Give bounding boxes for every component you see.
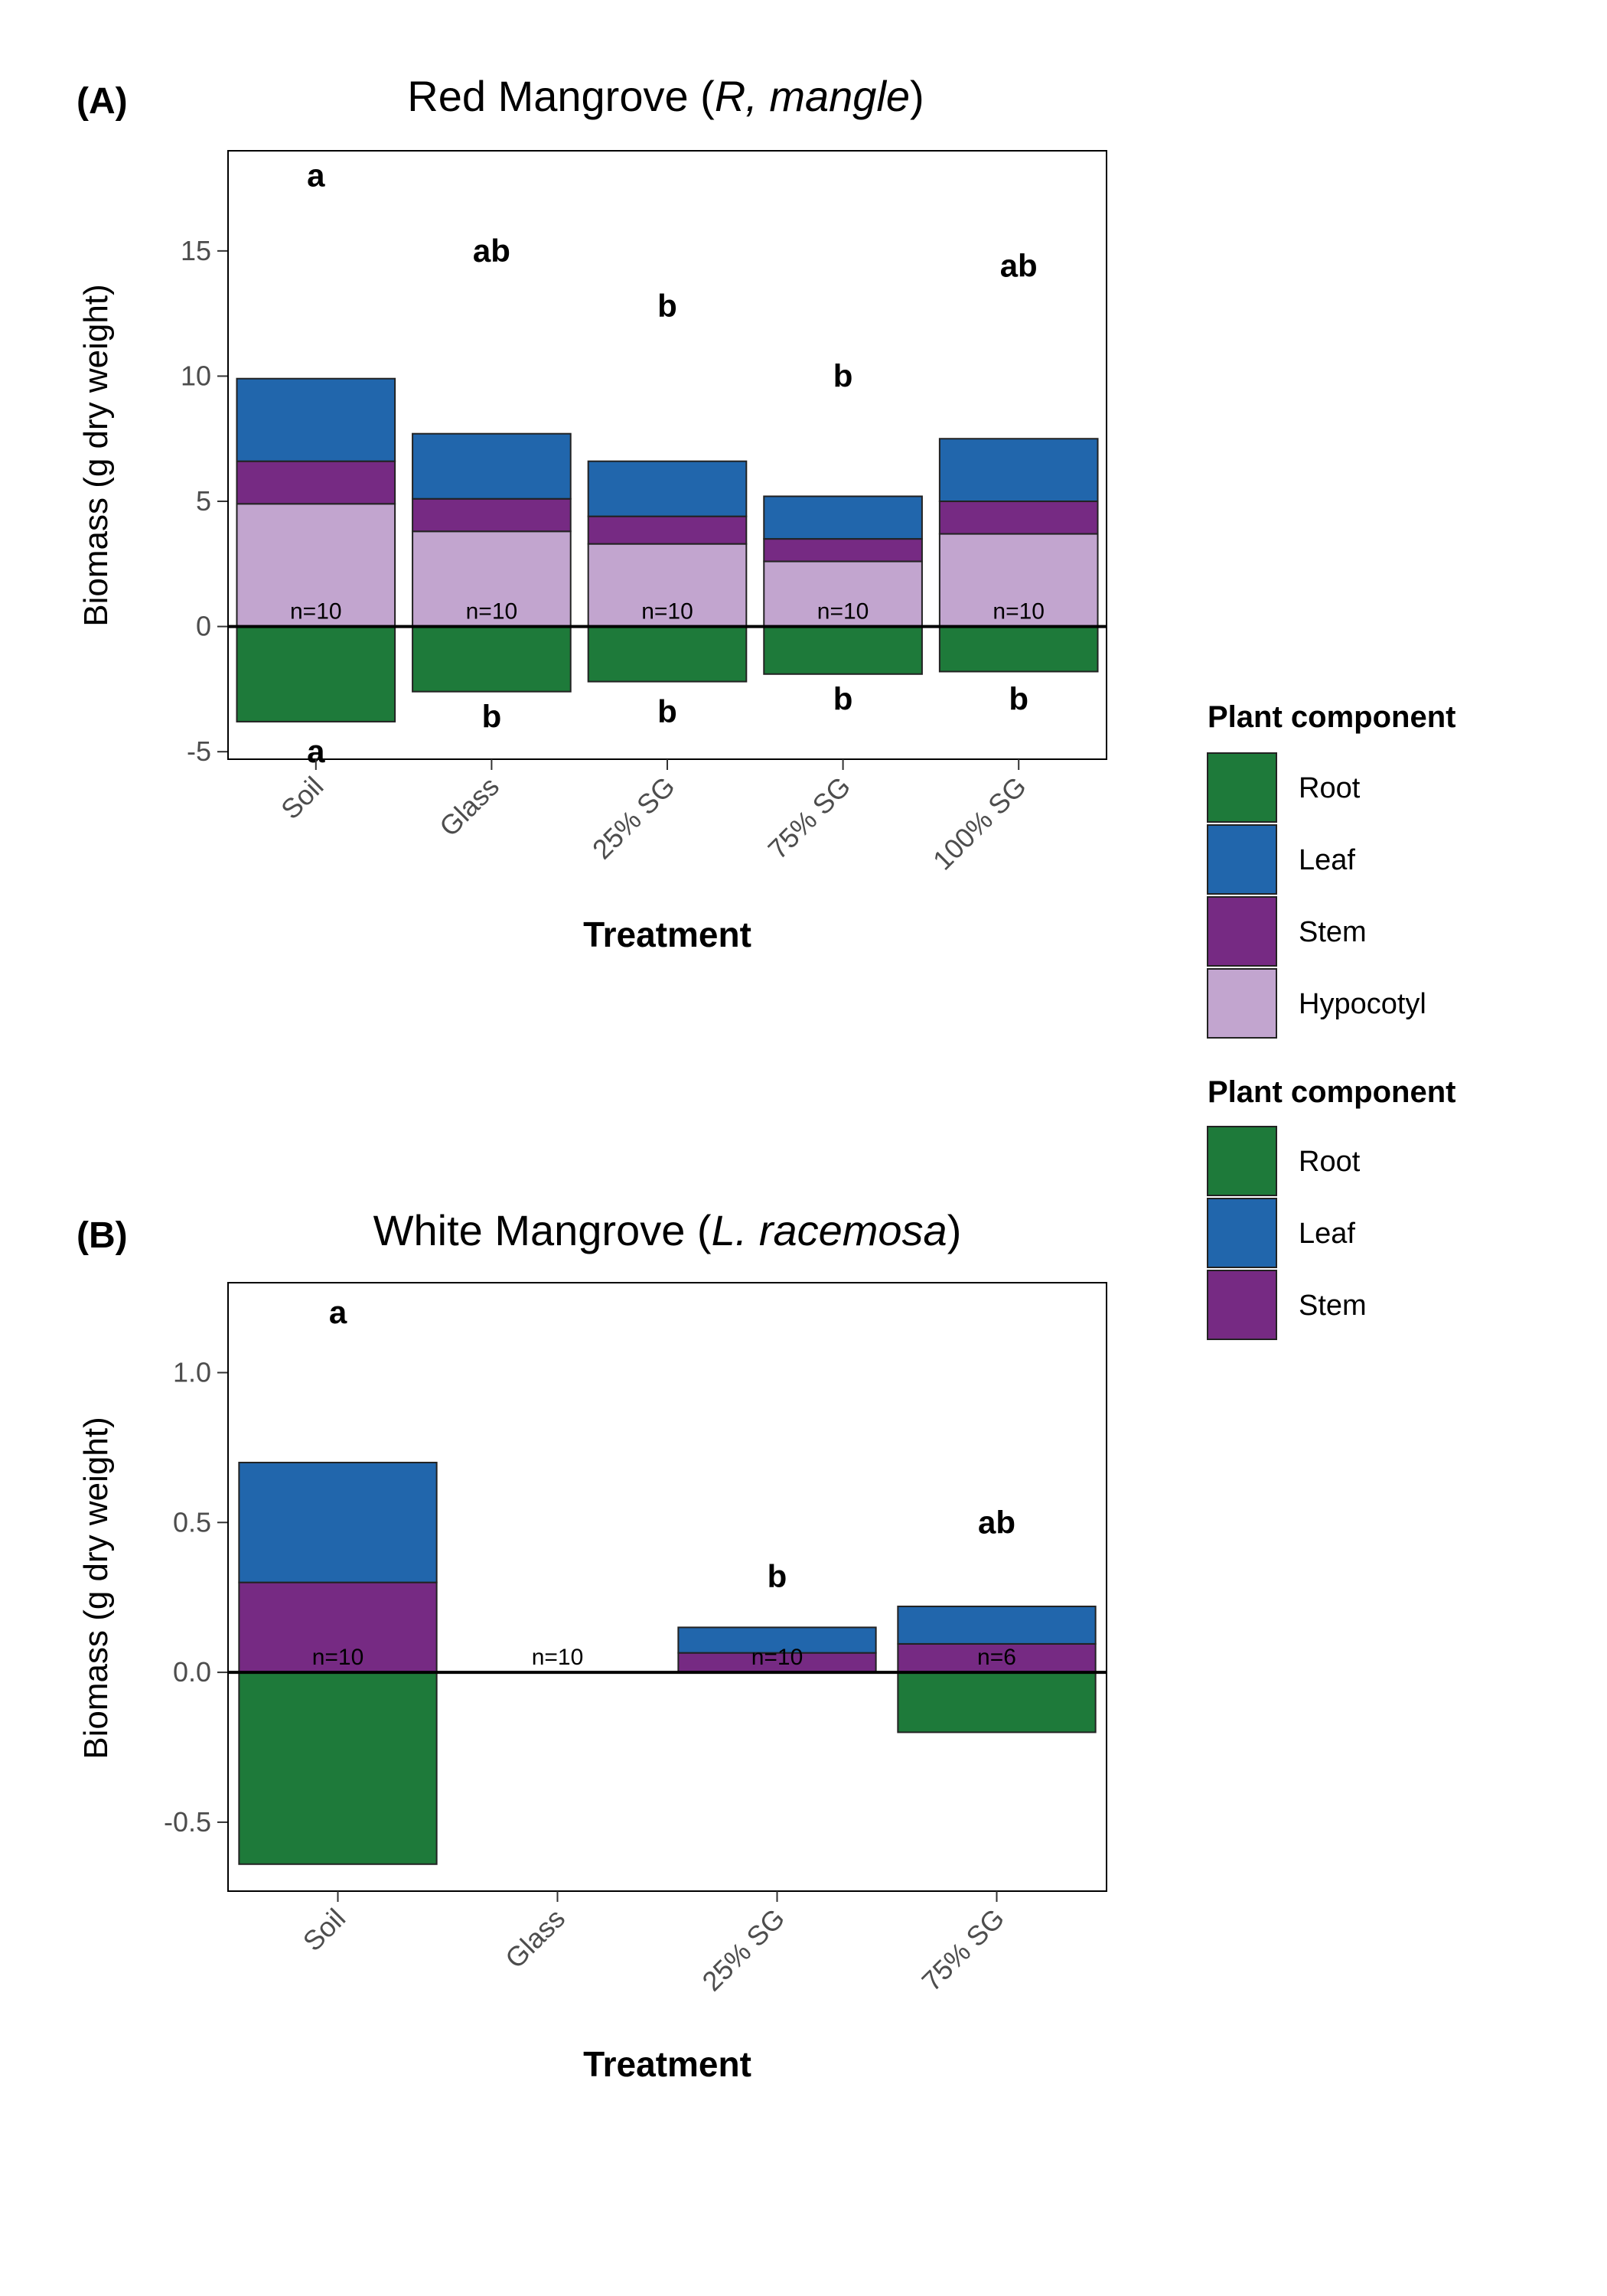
panel-b-bar-leaf bbox=[897, 1605, 1097, 1645]
panel-b-y-tick-label: -0.5 bbox=[164, 1806, 211, 1838]
panel-b-n-label: n=10 bbox=[532, 1645, 584, 1670]
panel-a-n-label: n=10 bbox=[993, 599, 1045, 625]
panel-a-label: (A) bbox=[77, 81, 128, 122]
panel-a-bar-hypocotyl bbox=[236, 503, 396, 628]
legend-a-item-root: Root bbox=[1299, 772, 1361, 804]
panel-a-sig-letter: b bbox=[657, 288, 677, 324]
panel-a-title: Red Mangrove (R, mangle) bbox=[407, 72, 924, 120]
legend-panel-a: Plant component Root Leaf Stem Hypocotyl bbox=[1207, 700, 1455, 1039]
panel-b-y-tick-label: 0.0 bbox=[173, 1656, 211, 1688]
panel-b-n-label: n=10 bbox=[751, 1645, 804, 1670]
panel-b: (B) White Mangrove (L. racemosa) Biomass… bbox=[77, 1206, 1107, 2084]
panel-a-y-tick-label: -5 bbox=[187, 735, 211, 767]
legend-a-swatch-leaf bbox=[1207, 824, 1277, 895]
panel-b-label: (B) bbox=[77, 1215, 128, 1256]
legend-a-swatch-stem bbox=[1207, 896, 1277, 967]
panel-a-n-label: n=10 bbox=[817, 599, 869, 625]
panel-a-y-axis-label: Biomass (g dry weight) bbox=[77, 284, 115, 626]
panel-a-y-tick-label: 15 bbox=[181, 235, 211, 266]
panel-a-x-tick-label: 25% SG bbox=[586, 771, 681, 866]
panel-b-bar-leaf bbox=[238, 1461, 438, 1583]
panel-a-sig-letter: b bbox=[833, 357, 853, 393]
legend-a-item-leaf: Leaf bbox=[1299, 844, 1355, 876]
panel-a-x-tick-label: 100% SG bbox=[927, 771, 1032, 876]
panel-a-n-label: n=10 bbox=[466, 599, 518, 625]
panel-a-bar-root bbox=[763, 625, 923, 675]
panel-b-title: White Mangrove (L. racemosa) bbox=[373, 1206, 962, 1254]
panel-b-x-tick-label: 75% SG bbox=[915, 1903, 1010, 1998]
legend-b-item-root: Root bbox=[1299, 1146, 1361, 1178]
panel-a-y-tick-label: 5 bbox=[196, 485, 211, 517]
panel-a-n-label: n=10 bbox=[641, 599, 693, 625]
panel-a-bar-root bbox=[236, 625, 396, 722]
panel-a-bar-stem bbox=[763, 538, 923, 563]
panel-a-sig-letter: a bbox=[307, 158, 325, 194]
panel-a-bar-leaf bbox=[938, 438, 1099, 503]
panel-a-bar-root bbox=[412, 625, 572, 693]
legend-b-swatch-root bbox=[1207, 1126, 1277, 1196]
legend-b-title: Plant component bbox=[1208, 1075, 1455, 1109]
panel-a-sig-letter: ab bbox=[1000, 247, 1038, 283]
legend-b-item-stem: Stem bbox=[1299, 1290, 1367, 1322]
legend-a-title: Plant component bbox=[1208, 700, 1455, 734]
panel-a-sig-letter-below: b bbox=[1009, 680, 1028, 716]
legend-b-swatch-leaf bbox=[1207, 1198, 1277, 1268]
legend-b-swatch-stem bbox=[1207, 1270, 1277, 1340]
panel-a-bar-stem bbox=[412, 497, 572, 533]
panel-b-bar-root bbox=[897, 1671, 1097, 1733]
panel-b-sig-letter: b bbox=[768, 1558, 787, 1594]
panel-b-bar-root bbox=[238, 1671, 438, 1865]
panel-a-sig-letter-below: b bbox=[657, 693, 677, 729]
panel-a-sig-letter-below: b bbox=[482, 698, 502, 734]
panel-a-y-tick-label: 10 bbox=[181, 360, 211, 391]
legend-b-item-leaf: Leaf bbox=[1299, 1218, 1355, 1250]
panel-b-y-tick-label: 1.0 bbox=[173, 1356, 211, 1388]
legend-a-item-hypocotyl: Hypocotyl bbox=[1299, 988, 1426, 1020]
panel-b-n-label: n=6 bbox=[977, 1645, 1016, 1670]
panel-b-y-axis-label: Biomass (g dry weight) bbox=[77, 1417, 115, 1759]
panel-a-x-tick-label: Soil bbox=[275, 771, 329, 825]
legend-a-swatch-root bbox=[1207, 752, 1277, 823]
legend-a-item-stem: Stem bbox=[1299, 916, 1367, 948]
legend-panel-b: Plant component Root Leaf Stem bbox=[1207, 1075, 1455, 1340]
panel-b-x-tick-label: Soil bbox=[297, 1903, 351, 1957]
panel-b-bar-leaf bbox=[677, 1626, 877, 1654]
panel-b-x-axis-label: Treatment bbox=[583, 2044, 751, 2084]
panel-a-n-label: n=10 bbox=[290, 599, 342, 625]
panel-a-bar-leaf bbox=[236, 377, 396, 462]
panel-a-bar-root bbox=[587, 625, 748, 683]
panel-a-bar-leaf bbox=[587, 460, 748, 517]
panel-b-sig-letter: ab bbox=[978, 1504, 1015, 1540]
panel-b-x-tick-label: 25% SG bbox=[696, 1903, 790, 1998]
panel-a-sig-letter-below: b bbox=[833, 680, 853, 716]
panel-a-y-tick-label: 0 bbox=[196, 611, 211, 642]
panel-a-x-axis-label: Treatment bbox=[583, 915, 751, 954]
panel-b-sig-letter: a bbox=[329, 1294, 347, 1330]
legend-a-swatch-hypocotyl bbox=[1207, 968, 1277, 1039]
panel-a-bar-leaf bbox=[412, 432, 572, 500]
panel-a-x-tick-label: 75% SG bbox=[761, 771, 856, 866]
panel-a-bar-stem bbox=[587, 515, 748, 545]
panel-b-x-tick-label: Glass bbox=[499, 1903, 571, 1975]
panel-b-plot-border bbox=[227, 1282, 1107, 1892]
panel-b-n-label: n=10 bbox=[312, 1645, 364, 1670]
panel-a-sig-letter: ab bbox=[473, 233, 510, 269]
panel-a-bar-leaf bbox=[763, 495, 923, 540]
panel-a-bar-stem bbox=[236, 460, 396, 505]
panel-a: (A) Red Mangrove (R, mangle) Biomass (g … bbox=[77, 72, 1107, 954]
panel-a-x-tick-label: Glass bbox=[433, 771, 505, 843]
panel-b-y-tick-label: 0.5 bbox=[173, 1506, 211, 1538]
panel-a-bar-root bbox=[938, 625, 1099, 673]
panel-a-bar-stem bbox=[938, 501, 1099, 535]
panel-b-bar-stem bbox=[897, 1642, 1097, 1674]
